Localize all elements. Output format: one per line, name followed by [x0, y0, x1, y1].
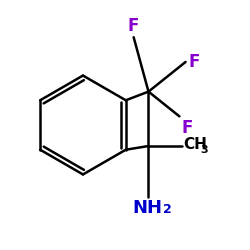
Text: CH: CH	[183, 137, 207, 152]
Text: F: F	[128, 17, 139, 35]
Text: F: F	[182, 119, 193, 137]
Text: 2: 2	[163, 203, 172, 216]
Text: 3: 3	[200, 145, 208, 155]
Text: F: F	[188, 53, 200, 71]
Text: NH: NH	[132, 199, 162, 217]
